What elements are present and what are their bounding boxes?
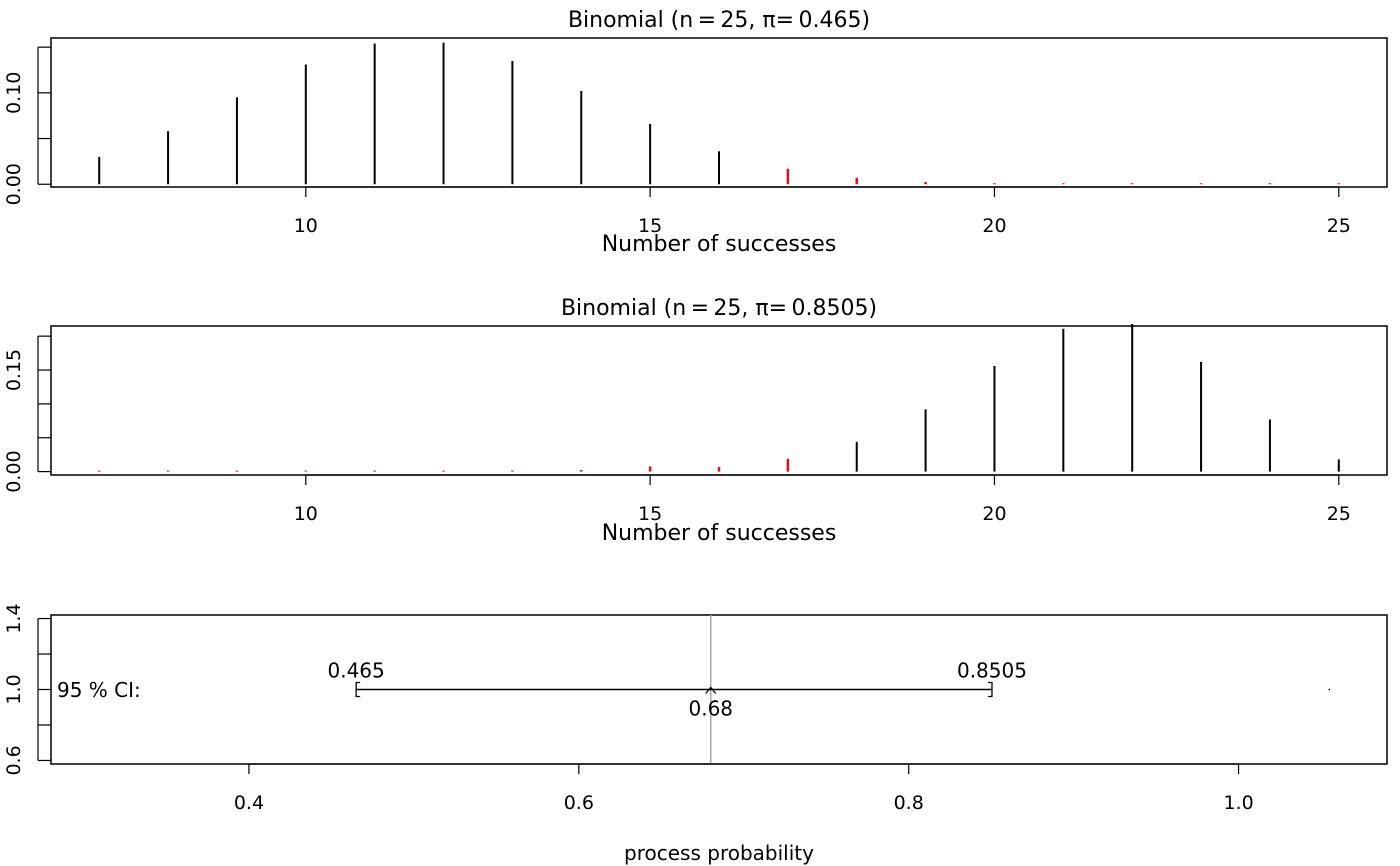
panel1-title: Binomial (n = 25, π= 0.465) (568, 8, 870, 33)
panel2-x-axis: 10 15 20 25 (294, 474, 1351, 525)
lower-bound-bracket (355, 681, 361, 698)
panel1-y-tick-label-0.10: 0.10 (3, 72, 25, 114)
panel2-bars (97, 323, 1340, 472)
panel1-y-axis: 0.00 0.10 (3, 46, 51, 205)
panel3-x-tick-label-0.4: 0.4 (234, 792, 264, 814)
panel2-y-tick-label-0.15: 0.15 (3, 349, 25, 391)
panel2-x-tick-label-25: 25 (1327, 503, 1351, 525)
estimate-marker (705, 686, 717, 694)
panel3-xlabel: process probability (624, 841, 814, 865)
panel-binomial-high: Binomial (n = 25, π= 0.8505) 10 15 20 25 0.… (3, 296, 1388, 546)
panel-binomial-low: Binomial (n = 25, π= 0.465) 10 15 20 25 0.0… (3, 8, 1388, 257)
panel2-x-tick-label-20: 20 (982, 503, 1006, 525)
panel2-y-tick-label-0.00: 0.00 (3, 450, 25, 492)
panel2-title: Binomial (n = 25, π= 0.8505) (561, 296, 877, 321)
panel1-x-tick-label-25: 25 (1327, 215, 1351, 237)
panel3-x-axis: 0.4 0.6 0.8 1.0 (234, 763, 1254, 814)
estimate-label: 0.68 (688, 697, 733, 721)
panel3-y-axis: 0.6 1.0 1.4 (3, 603, 51, 776)
panel1-x-tick-label-20: 20 (982, 215, 1006, 237)
lower-bound-label: 0.465 (328, 659, 385, 683)
panel-confidence-interval: 0.465 0.8505 0.68 0.4 0.6 0.8 1.0 0.6 1.0 1.4 9… (3, 603, 1388, 865)
panel1-x-tick-label-15: 15 (638, 215, 662, 237)
panel3-y-tick-label-0.6: 0.6 (3, 745, 25, 775)
panel2-x-tick-label-15: 15 (638, 503, 662, 525)
panel3-x-tick-label-1.0: 1.0 (1223, 792, 1253, 814)
upper-bound-label: 0.8505 (957, 659, 1027, 683)
panel1-x-axis: 10 15 20 25 (294, 186, 1351, 237)
panel2-plot-frame (50, 325, 1388, 476)
panel3-content: 0.465 0.8505 0.68 (328, 615, 1331, 764)
upper-bound-bracket (987, 681, 993, 698)
panel1-x-tick-label-10: 10 (294, 215, 318, 237)
panel3-x-tick-label-0.6: 0.6 (564, 792, 594, 814)
panel1-y-tick-label-0.00: 0.00 (3, 163, 25, 205)
panel1-bars (98, 42, 1341, 185)
extra-point (1328, 688, 1331, 691)
panel3-y-tick-label-1.4: 1.4 (3, 603, 25, 633)
panel2-xlabel: Number of successes (602, 521, 837, 546)
panel2-y-axis: 0.00 0.15 (3, 335, 51, 493)
panel1-xlabel: Number of successes (602, 232, 837, 257)
panel3-ci-label: 95 % CI: (57, 678, 141, 702)
panel2-x-tick-label-10: 10 (294, 503, 318, 525)
panel3-y-tick-label-1.0: 1.0 (3, 674, 25, 704)
panel3-x-tick-label-0.8: 0.8 (894, 792, 924, 814)
